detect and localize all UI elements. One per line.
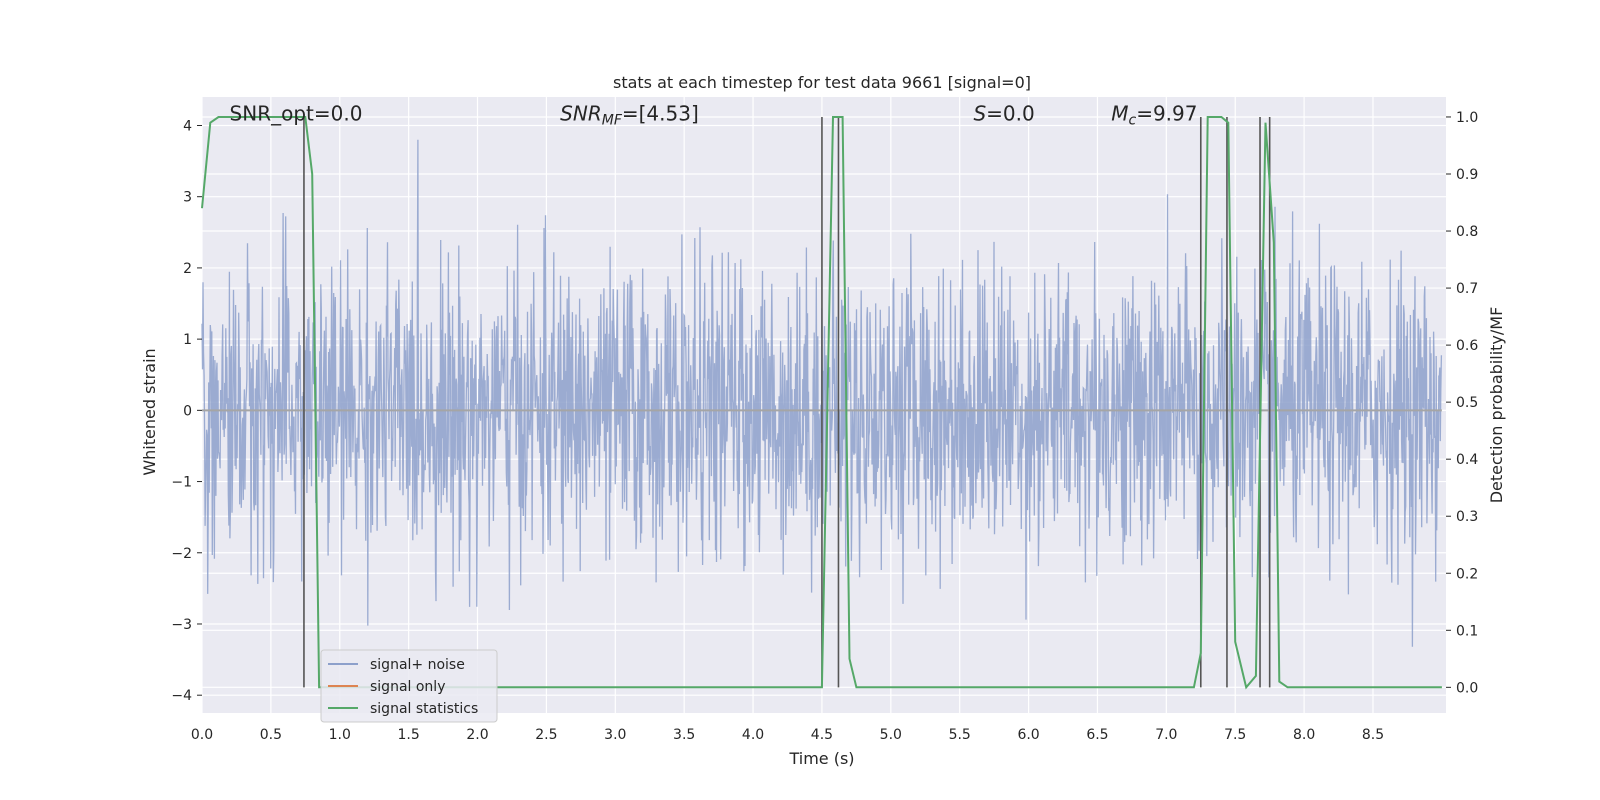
annotation-text: Mc=9.97 (1111, 101, 1197, 128)
x-tick-label: 0.5 (260, 727, 282, 743)
x-axis-ticks: 0.0 0.5 1.0 1.5 2.0 2.5 3.0 3.5 4.0 4.5 5.0 5.5 6.0 6… (191, 727, 1384, 743)
x-tick-label: 8.5 (1362, 727, 1384, 743)
y-tick-label: 3 (183, 190, 192, 206)
x-tick-label: 0.0 (191, 727, 213, 743)
x-tick-label: 5.5 (949, 727, 971, 743)
y2-tick-label: 0.0 (1456, 680, 1478, 696)
annotation-text: SNR_opt=0.0 (230, 101, 363, 125)
annotations: SNR_opt=0.0 SNRMF=[4.53] S=0.0 Mc=9.97 (230, 101, 1198, 128)
y2-tick-label: 0.1 (1456, 623, 1478, 639)
y-tick-label: −1 (171, 475, 192, 491)
y2-tick-label: 0.5 (1456, 395, 1478, 411)
legend-label-noise: signal+ noise (370, 657, 465, 673)
x-tick-label: 3.5 (673, 727, 695, 743)
y2-tick-label: 0.3 (1456, 509, 1478, 525)
x-tick-label: 2.0 (466, 727, 488, 743)
y-axis-label: Whitened strain (140, 348, 159, 475)
y2-tick-label: 0.6 (1456, 338, 1478, 354)
y2-tick-label: 0.4 (1456, 452, 1478, 468)
legend-label-signal-only: signal only (370, 679, 445, 695)
y2-tick-label: 0.9 (1456, 167, 1478, 183)
x-tick-label: 1.0 (329, 727, 351, 743)
annotation-text: SNRMF=[4.53] (560, 101, 699, 128)
x-tick-label: 5.0 (880, 727, 902, 743)
x-tick-label: 4.0 (742, 727, 764, 743)
y2-axis-ticks: 1.0 0.9 0.8 0.7 0.6 0.5 0.4 0.3 0.2 0.1 0.0 (1446, 110, 1478, 696)
series-signal-statistics (201, 116, 1442, 690)
x-axis-label: Time (s) (788, 749, 854, 768)
y2-tick-label: 0.8 (1456, 224, 1478, 240)
y-tick-label: −4 (171, 688, 192, 704)
event-markers (303, 116, 1271, 688)
y2-tick-label: 0.2 (1456, 566, 1478, 582)
x-tick-label: 1.5 (398, 727, 420, 743)
x-tick-label: 7.5 (1224, 727, 1246, 743)
y2-tick-label: 0.7 (1456, 281, 1478, 297)
y-tick-label: −2 (171, 546, 192, 562)
y-tick-label: 1 (183, 332, 192, 348)
x-tick-label: 6.5 (1086, 727, 1108, 743)
chart-title: stats at each timestep for test data 966… (613, 73, 1031, 92)
x-tick-label: 8.0 (1293, 727, 1315, 743)
x-tick-label: 4.5 (811, 727, 833, 743)
x-tick-label: 3.0 (604, 727, 626, 743)
x-tick-label: 7.0 (1155, 727, 1177, 743)
y-axis-ticks: 4 3 2 1 0 −1 −2 −3 −4 (171, 118, 202, 704)
legend-label-statistics: signal statistics (370, 701, 478, 717)
x-tick-label: 2.5 (535, 727, 557, 743)
legend: signal+ noise signal only signal statist… (320, 649, 498, 723)
y-tick-label: −3 (171, 617, 192, 633)
y2-tick-label: 1.0 (1456, 110, 1478, 126)
x-tick-label: 6.0 (1017, 727, 1039, 743)
annotation-text: S=0.0 (973, 101, 1034, 125)
statistics-line (201, 116, 1442, 690)
y2-axis-label: Detection probability/MF (1487, 307, 1506, 504)
y-tick-label: 2 (183, 261, 192, 277)
y-tick-label: 4 (183, 118, 192, 134)
legend-box (320, 649, 498, 723)
y-tick-label: 0 (183, 403, 192, 419)
